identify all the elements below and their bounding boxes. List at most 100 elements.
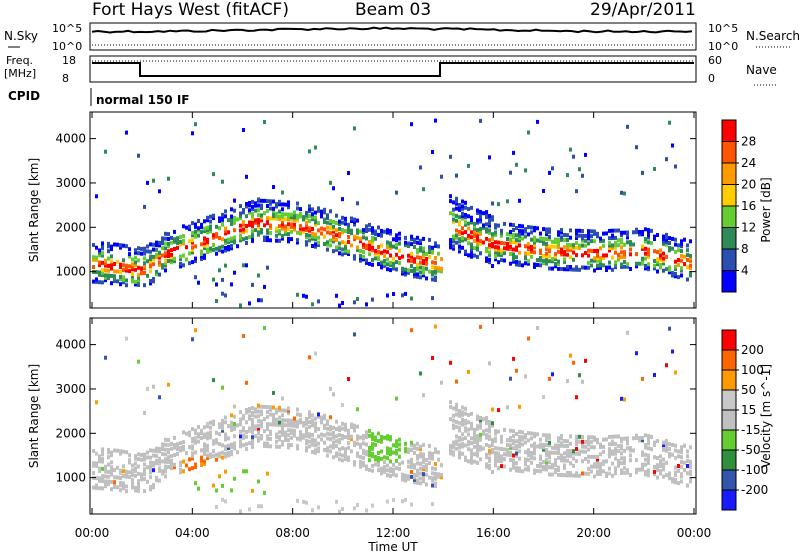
power-cell <box>158 253 161 258</box>
power-cell <box>275 211 278 216</box>
colorbar-segment <box>722 206 736 228</box>
power-cell <box>164 241 167 246</box>
power-cell <box>101 280 104 285</box>
power-cell <box>548 244 551 249</box>
colorbar-segment <box>722 490 736 511</box>
power-cell <box>404 272 407 277</box>
velocity-cell <box>92 461 95 466</box>
power-cell <box>674 267 677 271</box>
power-cell <box>560 235 563 240</box>
velocity-cell <box>458 443 461 448</box>
velocity-cell <box>464 428 467 433</box>
velocity-cell <box>374 438 377 442</box>
power-cell <box>554 240 557 244</box>
power-cell <box>104 268 107 273</box>
power-cell <box>401 269 404 274</box>
velocity-cell <box>587 435 590 440</box>
velocity-cell <box>101 449 104 454</box>
velocity-cell <box>341 507 344 511</box>
velocity-cell <box>341 403 344 408</box>
velocity-cell <box>131 463 134 468</box>
velocity-cell <box>455 379 458 384</box>
velocity-cell <box>623 465 626 470</box>
power-cell <box>251 204 254 209</box>
velocity-cell <box>374 442 377 447</box>
velocity-cell <box>599 464 602 469</box>
power-cell <box>254 218 257 223</box>
power-cell <box>452 237 455 241</box>
power-cell <box>401 271 404 276</box>
power-cell <box>191 240 194 245</box>
velocity-cell <box>266 441 269 446</box>
velocity-cell <box>347 458 350 462</box>
power-cell <box>329 243 332 248</box>
velocity-cell <box>368 450 371 455</box>
velocity-cell <box>575 395 578 400</box>
power-cell <box>311 214 314 219</box>
power-cell <box>362 235 365 240</box>
power-cell <box>371 226 374 231</box>
power-cell <box>608 260 611 265</box>
power-cell <box>614 228 617 233</box>
power-cell <box>476 232 479 237</box>
power-cell <box>245 224 248 228</box>
velocity-cell <box>509 436 512 440</box>
power-cell <box>491 201 494 206</box>
power-cell <box>353 220 356 224</box>
velocity-cell <box>404 473 407 478</box>
power-cell <box>470 215 473 220</box>
velocity-cell <box>458 452 461 457</box>
velocity-cell <box>251 440 254 444</box>
velocity-cell <box>359 462 362 467</box>
cpid-value: normal 150 IF <box>96 93 190 107</box>
power-cell <box>509 247 512 252</box>
power-cell <box>179 240 182 244</box>
power-cell <box>155 240 158 245</box>
power-cell <box>161 236 164 241</box>
velocity-cell <box>137 452 140 457</box>
power-cell <box>167 237 170 241</box>
power-cell <box>215 282 218 287</box>
power-cell <box>185 245 188 250</box>
power-cell <box>230 243 233 248</box>
velocity-cell <box>182 430 185 435</box>
velocity-cell <box>137 484 140 488</box>
power-cell <box>149 259 152 264</box>
velocity-cell <box>392 498 395 502</box>
power-cell <box>656 257 659 262</box>
velocity-cell <box>143 457 146 462</box>
x-tick-label: 00:00 <box>677 526 712 540</box>
velocity-cell <box>353 426 356 430</box>
power-cell <box>107 263 110 268</box>
velocity-cell <box>524 460 527 464</box>
power-cell <box>194 259 197 264</box>
velocity-cell <box>509 428 512 433</box>
power-cell <box>497 248 500 252</box>
power-cell <box>488 245 491 250</box>
power-cell <box>122 280 125 285</box>
velocity-cell <box>557 472 560 477</box>
beam-title: Beam 03 <box>355 0 431 20</box>
power-cell <box>299 211 302 216</box>
power-panel-frame <box>89 111 697 309</box>
velocity-cell <box>209 432 212 437</box>
power-cell <box>395 238 398 243</box>
power-cell <box>464 230 467 235</box>
power-cell <box>233 198 236 203</box>
power-cell <box>461 236 464 241</box>
velocity-cell <box>650 434 653 439</box>
velocity-cell <box>491 450 494 455</box>
power-cell <box>509 237 512 242</box>
power-cell <box>590 263 593 268</box>
velocity-cell <box>107 479 110 484</box>
power-cell <box>563 233 566 237</box>
velocity-cell <box>686 449 689 454</box>
velocity-cell <box>425 467 428 472</box>
power-cell <box>410 259 413 264</box>
power-cell <box>221 277 224 282</box>
power-cell <box>110 261 113 266</box>
power-cell <box>191 247 194 252</box>
power-cell <box>617 252 620 257</box>
power-cell <box>221 291 224 296</box>
power-cell <box>398 261 401 265</box>
